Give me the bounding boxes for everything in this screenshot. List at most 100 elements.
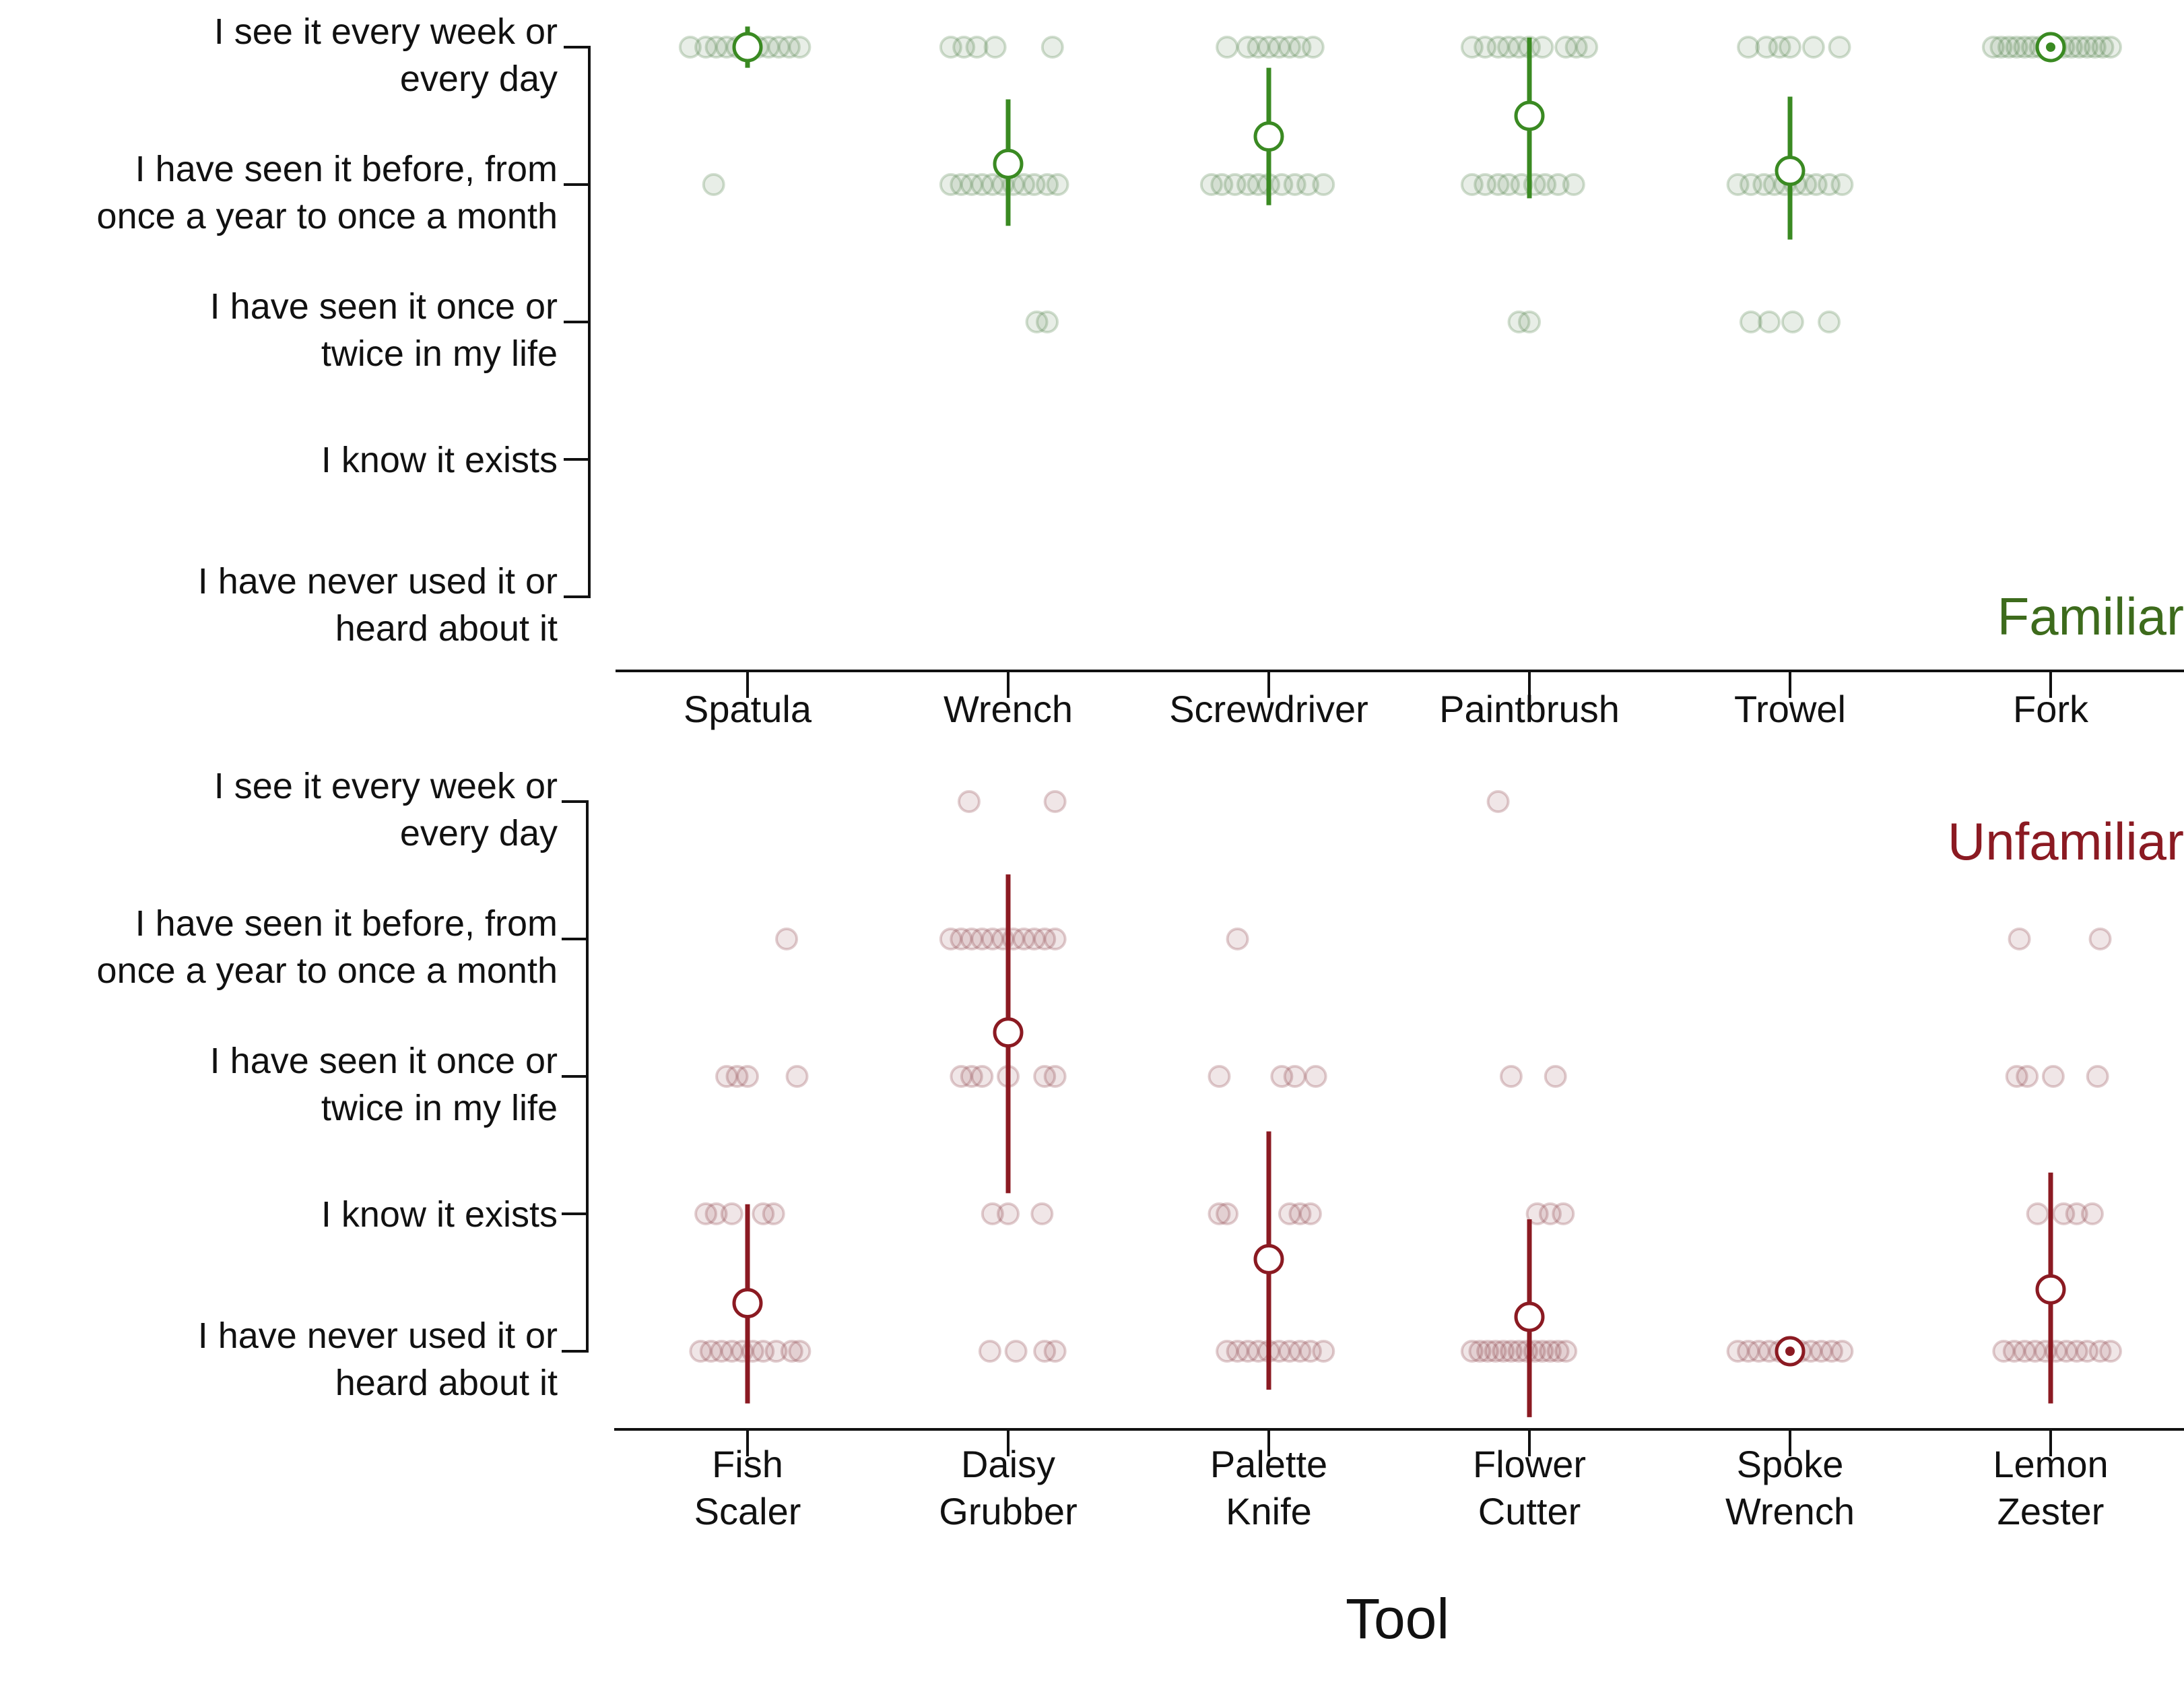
unfamiliar-response-dot <box>957 790 981 813</box>
familiar-response-dot <box>2005 36 2028 59</box>
unfamiliar-response-dot <box>981 928 1004 950</box>
familiar-response-dot <box>1236 36 1260 59</box>
x-tick-label-daisy-grubber: Daisy Grubber <box>939 1443 1077 1532</box>
familiar-response-dot <box>1768 36 1791 59</box>
familiar-response-dot <box>1486 173 1510 196</box>
unfamiliar-response-dot <box>2023 1340 2047 1363</box>
familiar-response-dot <box>1312 173 1335 196</box>
familiar-response-dot <box>777 36 801 59</box>
unfamiliar-response-dot <box>1304 1065 1327 1088</box>
unfamiliar-response-dot <box>720 1202 743 1225</box>
familiar-response-dot <box>1474 36 1497 59</box>
unfamiliar-response-dot <box>752 1340 775 1363</box>
familiar-response-dot <box>1818 173 1841 196</box>
familiar-mean-marker <box>1775 156 1806 187</box>
unfamiliar-response-dot <box>1043 1340 1067 1363</box>
familiar-response-dot <box>702 173 725 196</box>
unfamiliar-response-dot <box>1278 1340 1301 1363</box>
familiar-response-dot <box>2099 36 2123 59</box>
familiar-mean-marker <box>1514 100 1545 131</box>
unfamiliar-panel: I have never used it or heard about it I k… <box>97 766 2184 1532</box>
unfamiliar-response-dot <box>1012 928 1036 950</box>
familiar-response-dot <box>1830 173 1854 196</box>
familiar-response-dot <box>1801 36 1825 59</box>
unfamiliar-response-dot <box>1486 790 1510 813</box>
familiar-response-dot <box>1779 36 1801 59</box>
familiar-response-dot <box>1267 36 1291 59</box>
familiar-response-dot <box>1497 173 1521 196</box>
unfamiliar-response-dot <box>2055 1340 2078 1363</box>
familiar-response-dot <box>2013 36 2037 59</box>
familiar-y-tick-label: I have never used it or heard about it <box>198 561 558 649</box>
unfamiliar-panel-title: Unfamiliar <box>1948 812 2184 871</box>
unfamiliar-response-dot <box>1216 1202 1239 1225</box>
unfamiliar-response-dot <box>689 1340 713 1363</box>
familiar-mean-marker <box>1253 121 1284 152</box>
unfamiliar-response-dot <box>1207 1202 1231 1225</box>
unfamiliar-mean-marker <box>993 1017 1024 1048</box>
x-tick-label-spatula: Spatula <box>684 688 812 730</box>
familiar-response-dot <box>1497 36 1521 59</box>
unfamiliar-response-dot <box>1820 1340 1843 1363</box>
x-tick-label-paintbrush: Paintbrush <box>1439 688 1620 730</box>
unfamiliar-response-dot <box>720 1340 743 1363</box>
unfamiliar-response-dot <box>762 1202 785 1225</box>
unfamiliar-response-dot <box>1226 1340 1249 1363</box>
unfamiliar-response-dot <box>950 1065 973 1088</box>
unfamiliar-response-dot <box>1004 1340 1028 1363</box>
familiar-response-dot <box>939 173 962 196</box>
unfamiliar-response-dot <box>1033 1340 1057 1363</box>
familiar-response-dot <box>1737 36 1760 59</box>
familiar-y-tick-label: I see it every week or every day <box>214 11 558 99</box>
unfamiliar-response-dot <box>1531 1340 1554 1363</box>
unfamiliar-response-dot <box>2052 1202 2076 1225</box>
unfamiliar-response-dot <box>694 1202 718 1225</box>
familiar-response-dot <box>1236 173 1260 196</box>
familiar-response-dot <box>1989 36 2013 59</box>
unfamiliar-response-dot <box>997 1202 1020 1225</box>
unfamiliar-mean-marker <box>1514 1301 1545 1332</box>
x-tick-label-fish-scaler: Fish Scaler <box>694 1443 801 1532</box>
x-tick-label-fork: Fork <box>2013 688 2089 730</box>
familiar-response-dot <box>950 173 973 196</box>
familiar-response-dot <box>983 36 1007 59</box>
unfamiliar-response-dot <box>785 1065 809 1088</box>
familiar-response-dot <box>788 36 812 59</box>
familiar-response-dot <box>1726 173 1750 196</box>
unfamiliar-response-dot <box>1216 1340 1239 1363</box>
familiar-response-dot <box>1564 36 1588 59</box>
familiar-response-dot <box>1981 36 2005 59</box>
unfamiliar-mean-marker <box>2035 1274 2066 1305</box>
x-tick-label-lemon-zester: Lemon Zester <box>1993 1443 2108 1532</box>
unfamiliar-mean-marker <box>732 1288 763 1319</box>
unfamiliar-response-dot <box>2016 1065 2039 1088</box>
familiar-response-dot <box>1781 311 1804 333</box>
unfamiliar-response-dot <box>1737 1340 1760 1363</box>
unfamiliar-response-dot <box>2088 928 2112 950</box>
unfamiliar-response-dot <box>970 1065 994 1088</box>
familiar-response-dot <box>1554 36 1578 59</box>
unfamiliar-y-tick-label: I have seen it once or twice in my life <box>210 1041 558 1128</box>
unfamiliar-y-tick-label: I have never used it or heard about it <box>198 1316 558 1403</box>
familiar-response-dot <box>1199 173 1223 196</box>
familiar-response-dot <box>1486 36 1510 59</box>
familiar-response-dot <box>1562 173 1585 196</box>
unfamiliar-response-dot <box>981 1202 1004 1225</box>
familiar-response-dot <box>2067 36 2091 59</box>
unfamiliar-y-tick-label: I have seen it before, from once a year t… <box>97 903 558 991</box>
familiar-response-dot <box>1270 173 1294 196</box>
unfamiliar-mean-marker <box>1253 1243 1284 1274</box>
familiar-response-dot <box>1025 311 1049 333</box>
familiar-mean-marker <box>732 32 763 63</box>
familiar-response-dot <box>1296 173 1320 196</box>
familiar-response-dot <box>1223 173 1247 196</box>
x-tick-label-trowel: Trowel <box>1734 688 1846 730</box>
unfamiliar-response-dot <box>2041 1065 2065 1088</box>
familiar-response-dot <box>2076 36 2099 59</box>
unfamiliar-response-dot <box>1270 1065 1294 1088</box>
unfamiliar-response-dot <box>2088 1340 2112 1363</box>
familiar-response-dot <box>960 173 983 196</box>
familiar-response-dot <box>1036 173 1059 196</box>
unfamiliar-response-dot <box>978 1340 1001 1363</box>
